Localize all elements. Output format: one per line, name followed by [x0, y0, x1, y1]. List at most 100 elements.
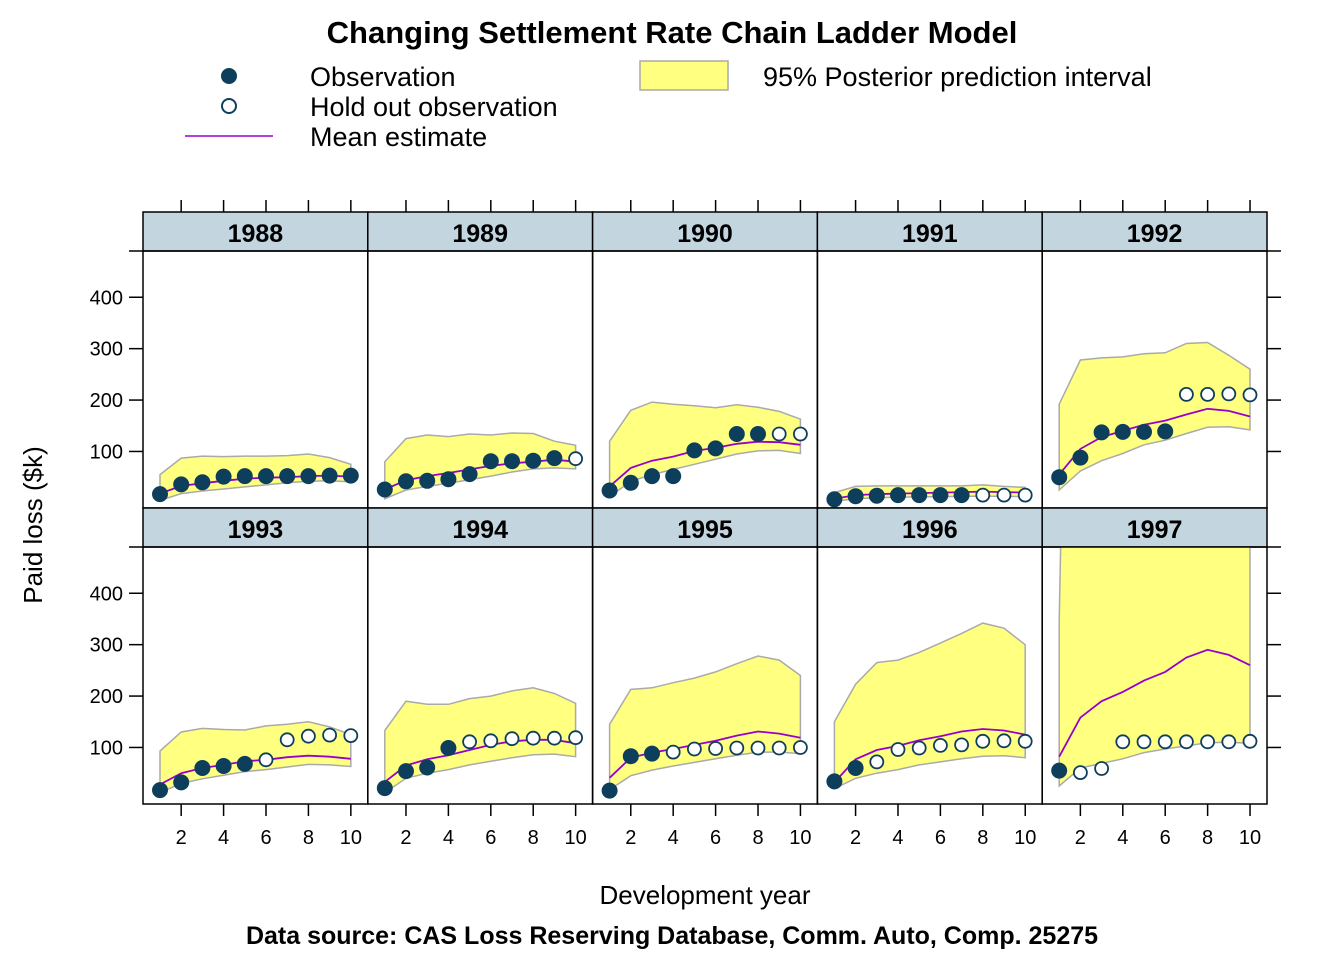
- observation-point: [173, 774, 190, 791]
- mean-estimate-line: [159, 474, 351, 495]
- x-tick-label: 8: [528, 827, 539, 849]
- holdout-point: [869, 754, 885, 770]
- holdout-point: [1157, 734, 1173, 750]
- x-tick-label: 6: [260, 827, 271, 849]
- panel-1996: 1996: [816, 507, 1043, 805]
- x-tick-label: 2: [625, 827, 636, 849]
- panel-1988: 1988: [142, 211, 369, 509]
- x-tick-label: 10: [1239, 827, 1261, 849]
- observation-point: [546, 450, 563, 467]
- observation-point: [398, 473, 414, 490]
- holdout-point: [975, 487, 991, 503]
- panel-strip: [142, 507, 369, 548]
- observation-point: [258, 468, 274, 485]
- holdout-point: [954, 737, 969, 753]
- observation-point: [300, 468, 317, 485]
- x-tick-label: 10: [789, 827, 811, 849]
- panel-strip-label: 1990: [677, 220, 733, 248]
- x-tick-label: 4: [668, 827, 679, 849]
- panel-plot-area: [376, 687, 583, 797]
- y-tick-label: 200: [90, 390, 123, 412]
- x-tick-label: 6: [1160, 827, 1171, 849]
- x-tick-label: 8: [303, 827, 314, 849]
- panel-plot-area: [1051, 547, 1258, 788]
- panel-strip: [1041, 211, 1268, 252]
- observation-point: [665, 468, 682, 485]
- panel-1989: 1989: [367, 211, 594, 509]
- observation-point: [152, 486, 168, 503]
- x-tick-label: 2: [1075, 827, 1086, 849]
- panel-strip: [367, 211, 594, 252]
- observation-point: [236, 468, 253, 485]
- observation-point: [525, 452, 542, 469]
- observation-point: [911, 487, 928, 504]
- legend-observation-marker: [221, 68, 237, 84]
- observation-point: [847, 488, 864, 505]
- x-tick-label: 8: [752, 827, 763, 849]
- mean-estimate-line: [608, 730, 801, 779]
- mean-estimate-line: [384, 458, 576, 491]
- legend-holdout-label: Hold out observation: [310, 92, 558, 122]
- holdout-point: [1136, 734, 1152, 750]
- holdout-point: [1017, 487, 1033, 503]
- observation-point: [1051, 469, 1068, 486]
- holdout-point: [771, 426, 787, 442]
- holdout-point: [279, 732, 295, 748]
- holdout-point: [1200, 386, 1215, 402]
- holdout-point: [322, 727, 338, 743]
- panel-plot-area: [376, 432, 583, 500]
- x-tick-label: 10: [1014, 827, 1036, 849]
- mean-estimate-line: [834, 490, 1026, 500]
- x-tick-label: 4: [1117, 827, 1128, 849]
- x-tick-label: 10: [340, 827, 362, 849]
- observation-point: [932, 487, 949, 504]
- y-tick-label: 200: [90, 686, 123, 708]
- observation-point: [826, 491, 843, 508]
- holdout-point: [933, 738, 948, 753]
- panel-plot-area: [826, 484, 1033, 508]
- observation-point: [1051, 762, 1068, 779]
- observation-point: [419, 472, 436, 489]
- legend-band-label: 95% Posterior prediction interval: [763, 62, 1152, 92]
- mean-estimate-line: [1058, 648, 1251, 758]
- observation-point: [504, 453, 520, 470]
- holdout-point: [1242, 387, 1258, 403]
- panel-1990: 1990: [591, 211, 819, 509]
- y-tick-label: 300: [90, 339, 123, 361]
- holdout-point: [568, 451, 583, 467]
- observation-point: [707, 440, 724, 457]
- holdout-point: [343, 728, 359, 743]
- holdout-point: [975, 733, 991, 749]
- holdout-point: [1017, 733, 1033, 749]
- holdout-point: [1094, 761, 1109, 776]
- panel-strip-label: 1995: [677, 516, 733, 544]
- holdout-point: [793, 740, 808, 755]
- holdout-point: [300, 728, 316, 744]
- panel-plot-area: [601, 655, 808, 799]
- holdout-point: [793, 426, 808, 442]
- prediction-interval-band: [1058, 341, 1251, 492]
- mean-estimate-line: [384, 738, 576, 783]
- observation-point: [1136, 423, 1152, 440]
- holdout-point: [996, 487, 1012, 503]
- observation-point: [321, 467, 338, 484]
- panel-strip-label: 1988: [228, 220, 284, 248]
- panel-border: [816, 250, 1043, 509]
- holdout-point: [1179, 386, 1194, 402]
- holdout-point: [504, 731, 520, 747]
- chart-title: Changing Settlement Rate Chain Ladder Mo…: [327, 15, 1018, 50]
- observation-point: [847, 760, 864, 776]
- holdout-point: [1221, 386, 1237, 402]
- holdout-point: [729, 740, 745, 756]
- observation-point: [1157, 423, 1174, 440]
- panel-strip-label: 1989: [452, 220, 508, 248]
- observation-point: [419, 759, 436, 776]
- holdout-point: [1200, 734, 1215, 750]
- x-tick-label: 2: [176, 827, 187, 849]
- holdout-point: [258, 752, 274, 768]
- observation-point: [215, 758, 232, 774]
- y-tick-label: 400: [90, 583, 123, 605]
- observation-point: [482, 453, 499, 470]
- observation-point: [601, 782, 618, 799]
- prediction-interval-band: [833, 622, 1026, 790]
